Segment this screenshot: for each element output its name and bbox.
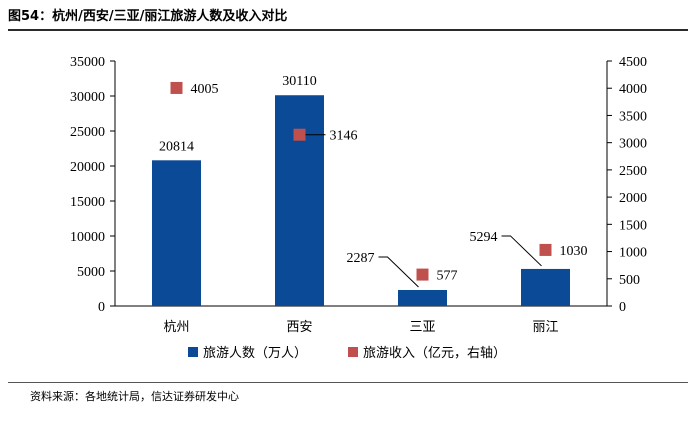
- bar-data-label: 20814: [159, 139, 194, 154]
- left-axis-tick-label: 5000: [77, 265, 105, 280]
- title-rule: [8, 29, 688, 31]
- right-axis-tick-label: 500: [619, 273, 640, 288]
- chart-canvas: 0 5000 10000 15000 20000 25000 30000 35000 0 500 1…: [70, 55, 647, 361]
- x-axis-category-label: 三亚: [409, 320, 435, 335]
- revenue-data-label: 577: [437, 269, 458, 284]
- left-axis-tick-label: 0: [98, 300, 105, 315]
- legend-swatch-visitors: [188, 347, 198, 357]
- revenue-marker: [416, 268, 429, 281]
- right-axis-tick-label: 2000: [619, 191, 647, 206]
- left-axis-tick-label: 30000: [70, 90, 105, 105]
- right-axis-tick-label: 3000: [619, 137, 647, 152]
- x-axis-category-label: 杭州: [163, 320, 189, 335]
- revenue-marker: [539, 243, 552, 256]
- source-rule: [8, 382, 688, 383]
- revenue-data-label: 1030: [560, 244, 588, 259]
- left-axis-tick-label: 35000: [70, 55, 105, 70]
- revenue-data-label: 3146: [330, 129, 358, 144]
- left-axis-tick-label: 15000: [70, 195, 105, 210]
- legend-label-visitors: 旅游人数（万人）: [203, 346, 307, 361]
- x-axis-category-label: 西安: [286, 320, 312, 335]
- bar-visitors: [521, 268, 570, 306]
- bar-visitors: [152, 160, 201, 306]
- source-note: 资料来源：各地统计局，信达证券研发中心: [30, 390, 239, 403]
- right-axis-tick-label: 4500: [619, 55, 647, 70]
- right-axis-tick-label: 1500: [619, 218, 647, 233]
- right-axis-tick-label: 2500: [619, 164, 647, 179]
- chart-title: 图54：杭州/西安/三亚/丽江旅游人数及收入对比: [8, 9, 288, 24]
- revenue-marker: [170, 81, 183, 94]
- right-axis-tick-label: 1000: [619, 246, 647, 261]
- right-axis-tick-label: 4000: [619, 82, 647, 97]
- left-axis-tick-label: 25000: [70, 125, 105, 140]
- x-axis-category-label: 丽江: [532, 320, 558, 335]
- right-axis-tick-label: 3500: [619, 109, 647, 124]
- bar-label-leader: [378, 256, 419, 288]
- revenue-marker: [293, 128, 306, 141]
- bar-data-label: 30110: [282, 74, 316, 89]
- left-axis-tick-label: 10000: [70, 230, 105, 245]
- bar-visitors: [275, 95, 324, 306]
- revenue-data-label: 4005: [191, 82, 219, 97]
- left-axis-tick-label: 20000: [70, 160, 105, 175]
- bar-data-label: 2287: [347, 251, 375, 266]
- right-axis-tick-label: 0: [619, 300, 626, 315]
- legend-label-revenue: 旅游收入（亿元，右轴）: [363, 346, 506, 361]
- bar-label-leader: [501, 235, 542, 267]
- legend-swatch-revenue: [348, 347, 358, 357]
- bar-data-label: 5294: [470, 230, 498, 245]
- bar-visitors: [398, 289, 447, 306]
